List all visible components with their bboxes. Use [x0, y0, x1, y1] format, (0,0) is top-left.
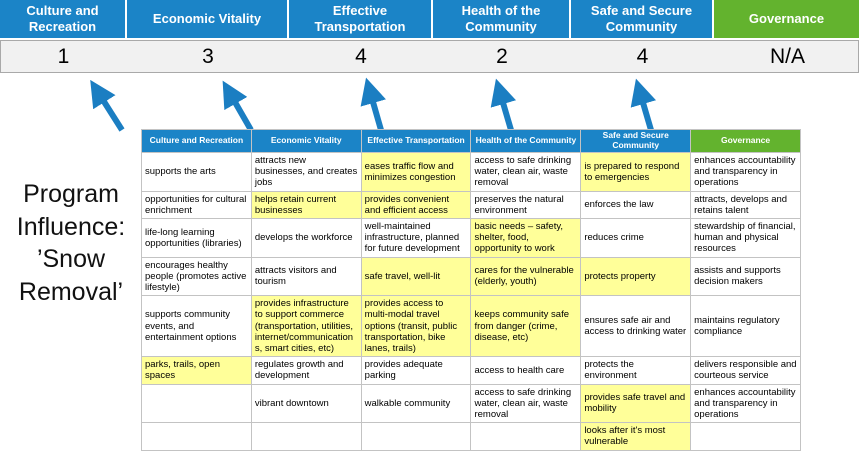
- matrix-cell: [470, 422, 582, 451]
- matrix-cell-highlighted: provides infrastructure to support comme…: [250, 295, 362, 358]
- matrix-cell: [141, 383, 252, 424]
- pillar-score-1: 1: [57, 44, 70, 68]
- matrix-cell-highlighted: helps retain current businesses: [250, 190, 362, 220]
- matrix-cell: access to safe drinking water, clean air…: [470, 383, 582, 424]
- matrix-cell: regulates growth and development: [250, 356, 362, 385]
- matrix-cell: [141, 422, 252, 451]
- matrix-cell: delivers responsible and courteous servi…: [690, 356, 801, 385]
- matrix-cell: ensures safe air and access to drinking …: [580, 295, 692, 358]
- matrix-cell: protects the environment: [580, 356, 692, 385]
- pillar-header-band: Culture and Recreation Economic Vitality E…: [0, 0, 859, 38]
- table-row: vibrant downtown walkable community access…: [141, 383, 801, 424]
- pillar-header-3: Effective Transportation: [289, 0, 431, 38]
- up-arrow-5: [630, 78, 657, 131]
- matrix-cell: vibrant downtown: [250, 383, 362, 424]
- matrix-cell: [360, 422, 472, 451]
- matrix-cell: supports the arts: [141, 152, 252, 192]
- matrix-header-3: Effective Transportation: [360, 129, 472, 153]
- matrix-cell-highlighted: provides safe travel and mobility: [580, 383, 692, 424]
- table-row: parks, trails, open spaces regulates grow…: [141, 356, 801, 385]
- matrix-cell-highlighted: parks, trails, open spaces: [141, 356, 252, 385]
- matrix-header-1: Culture and Recreation: [141, 129, 252, 153]
- table-row: opportunities for cultural enrichment hel…: [141, 190, 801, 220]
- matrix-cell-highlighted: safe travel, well-lit: [360, 256, 472, 297]
- matrix-cell: walkable community: [360, 383, 472, 424]
- matrix-cell: access to safe drinking water, clean air…: [470, 152, 582, 192]
- matrix-cell-highlighted: cares for the vulnerable (elderly, youth…: [470, 256, 582, 297]
- matrix-cell: [690, 422, 801, 451]
- matrix-cell: [250, 422, 362, 451]
- matrix-cell: attracts, develops and retains talent: [690, 190, 801, 220]
- matrix-cell: well-maintained infrastructure, planned …: [360, 218, 472, 258]
- up-arrow-3: [360, 77, 386, 131]
- matrix-header-5: Safe and Secure Community: [580, 129, 692, 153]
- matrix-cell: life-long learning opportunities (librar…: [141, 218, 252, 258]
- influence-matrix: Culture and Recreation Economic Vitality E…: [141, 129, 801, 451]
- pillar-header-2: Economic Vitality: [127, 0, 287, 38]
- matrix-cell: opportunities for cultural enrichment: [141, 190, 252, 220]
- table-row: supports the arts attracts new businesses…: [141, 152, 801, 192]
- matrix-cell-highlighted: provides access to multi-modal travel op…: [360, 295, 472, 358]
- matrix-cell: attracts visitors and tourism: [250, 256, 362, 297]
- up-arrow-2: [222, 80, 254, 132]
- matrix-header-2: Economic Vitality: [250, 129, 362, 153]
- matrix-cell: enhances accountability and transparency…: [690, 383, 801, 424]
- table-row: encourages healthy people (promotes acti…: [141, 256, 801, 297]
- matrix-cell: provides adequate parking: [360, 356, 472, 385]
- table-row: life-long learning opportunities (librar…: [141, 218, 801, 258]
- pillar-score-6: N/A: [769, 44, 805, 68]
- matrix-cell-highlighted: keeps community safe from danger (crime,…: [470, 295, 582, 358]
- pillar-score-2: 3: [202, 44, 214, 68]
- up-arrow-4: [490, 78, 517, 131]
- pillar-header-1: Culture and Recreation: [0, 0, 125, 38]
- matrix-cell: develops the workforce: [250, 218, 362, 258]
- matrix-cell: enhances accountability and transparency…: [690, 152, 801, 192]
- matrix-cell-highlighted: basic needs – safety, shelter, food, opp…: [470, 218, 582, 258]
- pillar-header-5: Safe and Secure Community: [571, 0, 712, 38]
- matrix-cell: access to health care: [470, 356, 582, 385]
- matrix-cell: assists and supports decision makers: [690, 256, 801, 297]
- pillar-header-4: Health of the Community: [433, 0, 569, 38]
- matrix-cell: attracts new businesses, and creates job…: [250, 152, 362, 192]
- pillar-score-band: 1 3 4 2 4 N/A: [0, 40, 859, 73]
- matrix-cell: preserves the natural environment: [470, 190, 582, 220]
- pillar-header-6: Governance: [714, 0, 859, 38]
- table-row: supports community events, and entertain…: [141, 295, 801, 358]
- matrix-cell: stewardship of financial, human and phys…: [690, 218, 801, 258]
- matrix-cell: enforces the law: [580, 190, 692, 220]
- matrix-cell: supports community events, and entertain…: [141, 295, 252, 358]
- matrix-cell: encourages healthy people (promotes acti…: [141, 256, 252, 297]
- pillar-score-3: 4: [355, 44, 367, 68]
- matrix-cell-highlighted: provides convenient and efficient access: [360, 190, 472, 220]
- pillar-score-4: 2: [496, 44, 508, 68]
- matrix-cell-highlighted: looks after it's most vulnerable: [580, 422, 692, 451]
- matrix-cell-highlighted: is prepared to respond to emergencies: [580, 152, 692, 192]
- matrix-cell-highlighted: protects property: [580, 256, 692, 297]
- matrix-cell-highlighted: eases traffic flow and minimizes congest…: [360, 152, 472, 192]
- up-arrow-1: [90, 79, 125, 132]
- matrix-cell: maintains regulatory compliance: [690, 295, 801, 358]
- matrix-header-6: Governance: [690, 129, 801, 153]
- influence-arrows: [90, 77, 657, 132]
- matrix-header-4: Health of the Community: [470, 129, 582, 153]
- program-title: Program Influence: ’Snow Removal’: [16, 180, 126, 306]
- table-row: looks after it's most vulnerable: [141, 422, 801, 451]
- matrix-header-row: Culture and Recreation Economic Vitality E…: [141, 129, 801, 153]
- pillar-score-5: 4: [636, 44, 649, 68]
- matrix-cell: reduces crime: [580, 218, 692, 258]
